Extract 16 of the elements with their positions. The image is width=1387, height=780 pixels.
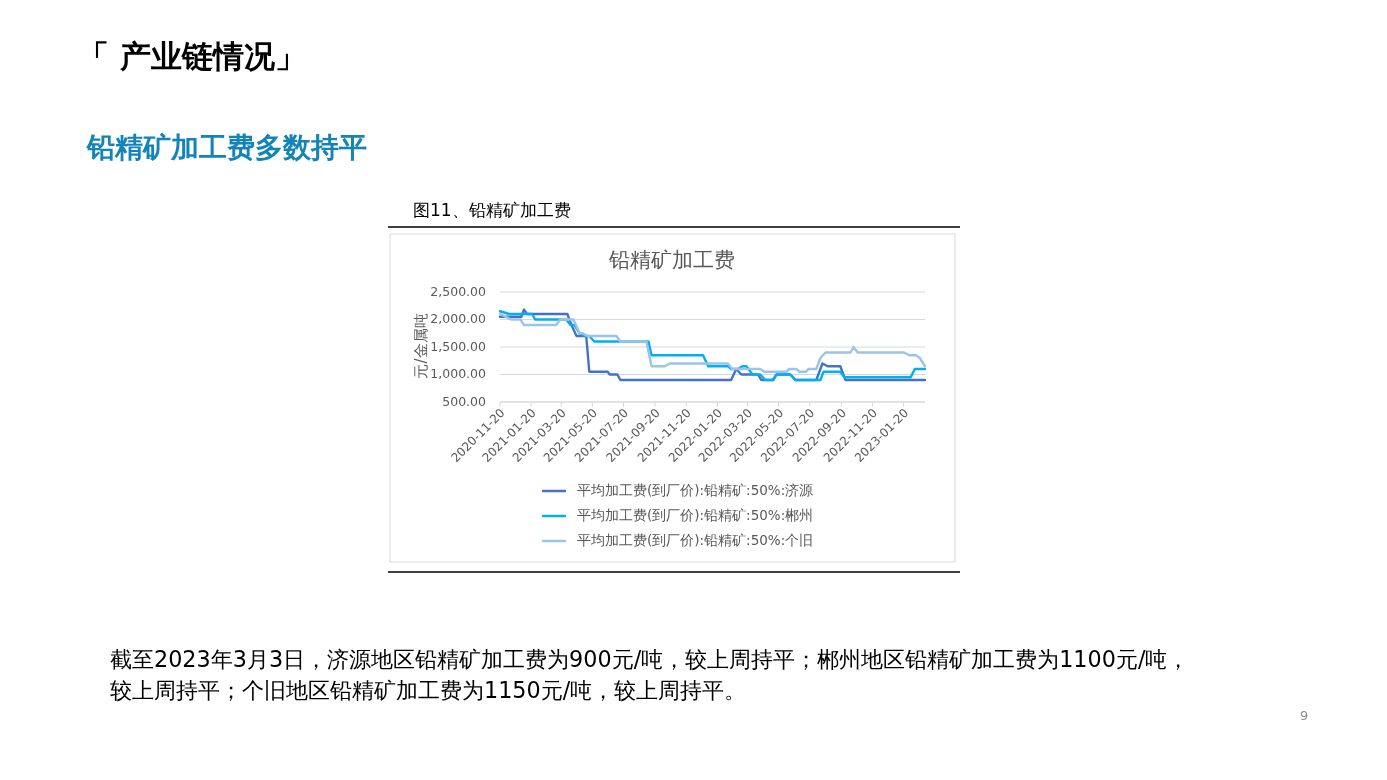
text: 9 <box>1300 708 1309 723</box>
y-tick-label: 2,500.00 <box>430 283 487 299</box>
text: 铅精矿加工费多数持平 <box>87 130 367 166</box>
text: 截至2023年3月3日，济源地区铅精矿加工费为900元/吨，较上周持平；郴州地区铅精矿加工费为1100元/吨，较上周持平；个旧地区铅精矿加工费为1150元/吨，较上周持平。 <box>110 645 1191 705</box>
y-tick-label: 1,500.00 <box>430 338 487 354</box>
legend-label: 平均加工费(到厂价):铅精矿:50%:郴州 <box>577 507 814 523</box>
line-series <box>498 312 927 373</box>
y-tick-label: 1,000.00 <box>430 366 487 381</box>
legend-label: 平均加工费(到厂价):铅精矿:50%:个旧 <box>577 532 814 548</box>
text: 「 产业链情况」 <box>78 37 306 76</box>
y-axis-title: 元/金属吨 <box>411 313 430 379</box>
y-tick-label: 2,000.00 <box>430 311 487 326</box>
legend-label: 平均加工费(到厂价):铅精矿:50%:济源 <box>577 482 814 498</box>
chart-title: 铅精矿加工费 <box>608 248 735 272</box>
chart-subtitle: 图11、铅精矿加工费 <box>413 200 571 220</box>
y-tick-label: 500.00 <box>442 393 487 409</box>
